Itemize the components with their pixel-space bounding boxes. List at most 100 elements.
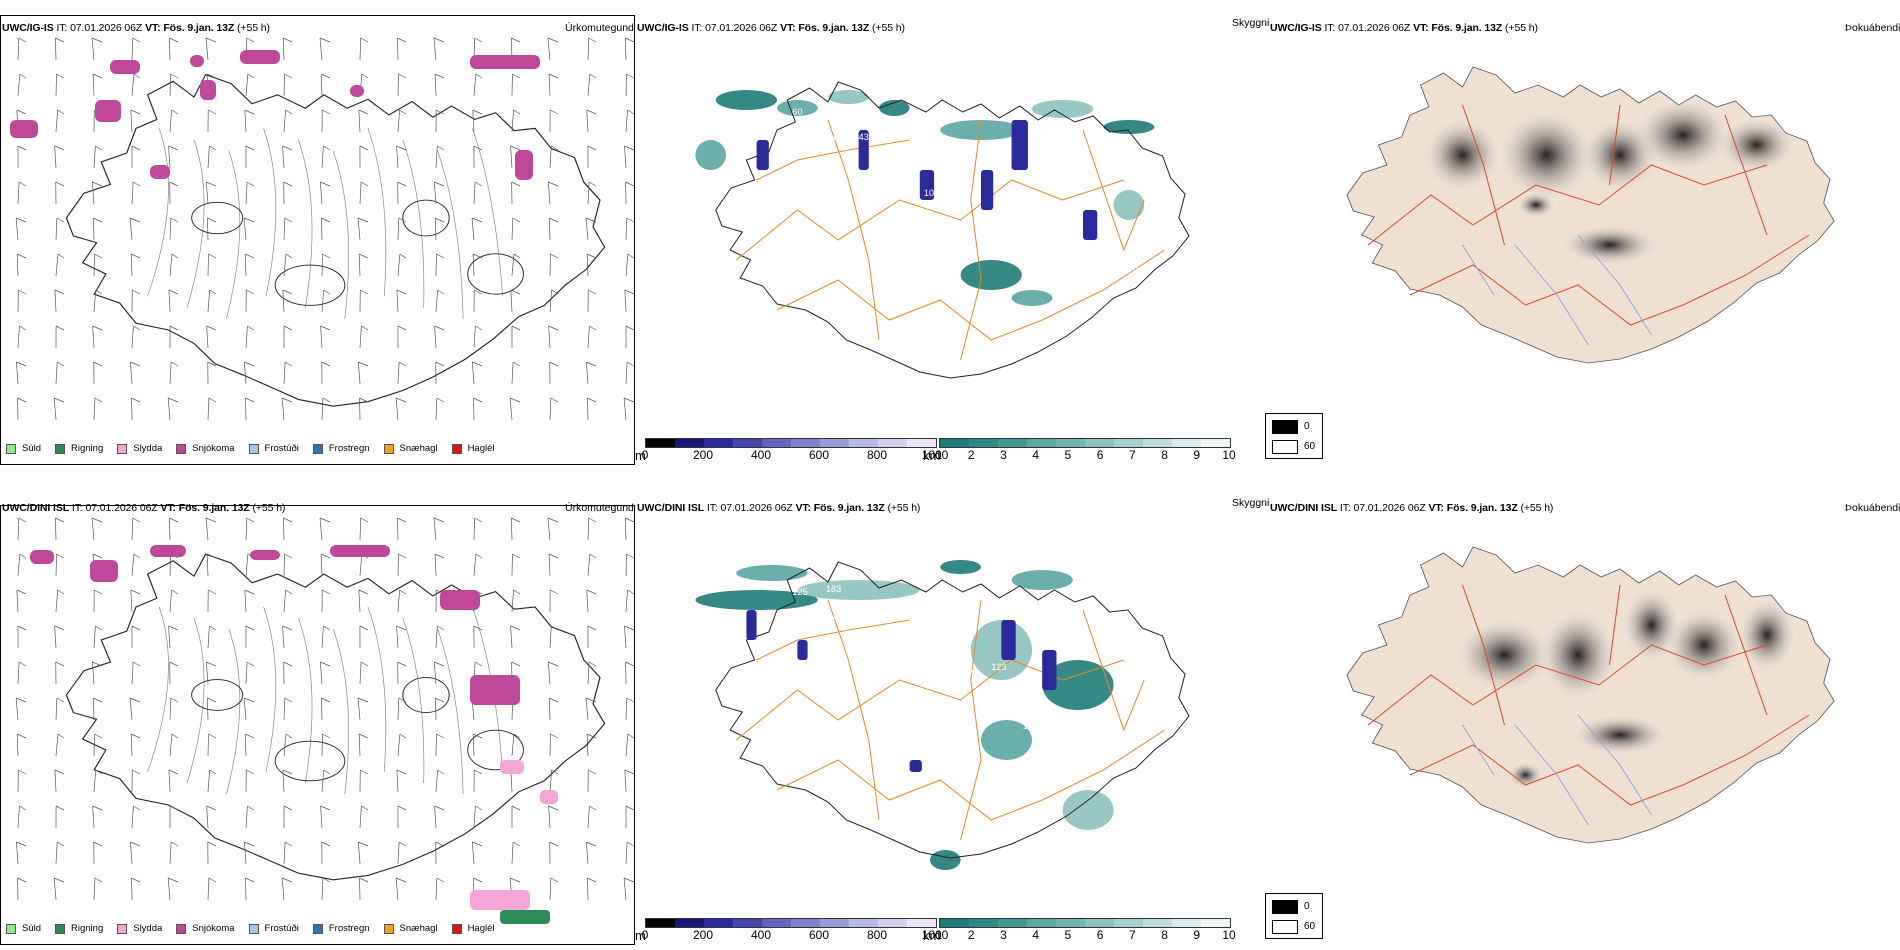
wind-barb — [359, 733, 369, 739]
legend-label: Snæhagl — [399, 923, 438, 934]
legend-swatch — [176, 923, 187, 934]
wind-barb — [399, 733, 407, 739]
wind-barb — [93, 841, 103, 847]
road — [960, 119, 982, 361]
wind-barb — [205, 37, 209, 61]
fog-area — [1662, 605, 1746, 685]
wind-barb — [92, 553, 103, 559]
glacier-outline — [191, 679, 244, 711]
wind-barb — [586, 253, 589, 277]
wind-barb — [92, 805, 95, 829]
colorbar-bin — [1056, 439, 1085, 447]
wind-barb — [549, 217, 551, 241]
precip-type-corner-label: Úrkomutegund — [565, 22, 634, 34]
wind-barb — [245, 181, 248, 205]
wind-barb — [513, 109, 521, 115]
colorbar-bin — [1027, 919, 1056, 927]
wind-barb — [433, 37, 437, 61]
legend-item: Frostúði — [248, 443, 299, 454]
colorbar-strip — [645, 438, 937, 448]
wind-barb — [131, 325, 134, 349]
glacier-outline — [274, 740, 346, 782]
road — [1367, 644, 1768, 726]
wind-barb — [586, 109, 589, 133]
river — [1577, 714, 1652, 816]
wind-barb — [281, 397, 285, 421]
wind-barb — [397, 37, 407, 43]
wind-barb — [625, 325, 635, 331]
colorbar-tick: 6 — [1096, 928, 1104, 942]
snow-area — [110, 60, 140, 74]
snow-area — [250, 550, 280, 560]
wind-barb — [321, 397, 324, 421]
wind-barb — [323, 289, 331, 295]
wind-barb — [434, 553, 437, 577]
wind-barb — [17, 73, 21, 97]
panel-title: UWC/IG-IS IT: 07.01.2026 06Z VT: Fös. 9.… — [2, 22, 270, 34]
visibility-corner-label: Skyggni — [1232, 497, 1270, 509]
wind-barb — [436, 733, 445, 739]
wind-barb — [206, 661, 217, 667]
wind-barb — [473, 73, 477, 97]
wind-barb — [397, 361, 400, 385]
wind-barb — [320, 325, 331, 331]
wind-barb — [131, 253, 141, 259]
wind-barb — [93, 217, 103, 223]
wind-barb — [434, 661, 445, 667]
road — [367, 128, 387, 297]
wind-barb — [93, 289, 97, 313]
wind-barb — [586, 109, 597, 115]
precip-map — [10, 37, 635, 421]
wind-barb — [91, 37, 103, 43]
wind-barb — [472, 109, 475, 133]
wind-barb — [586, 253, 597, 259]
wind-barb — [626, 697, 635, 703]
wind-barb — [399, 109, 407, 115]
legend-swatch — [55, 923, 66, 934]
wind-barb — [547, 181, 551, 205]
colorbar-bin — [1172, 919, 1201, 927]
colorbar-bin — [733, 439, 762, 447]
wind-barb — [435, 841, 445, 847]
wind-barb — [282, 289, 293, 295]
coastline — [65, 73, 606, 407]
visibility-area — [940, 120, 1022, 140]
wind-barb — [57, 253, 65, 259]
colorbar-tick: 4 — [1032, 448, 1039, 462]
wind-barb — [131, 73, 135, 97]
wind-barb — [284, 697, 293, 703]
wind-barb — [18, 181, 27, 187]
legend-label: Snjókoma — [192, 923, 235, 934]
wind-barb — [93, 697, 103, 703]
wind-barb — [473, 553, 477, 577]
legend-item: Snæhagl — [383, 443, 438, 454]
wind-barb — [244, 109, 255, 115]
wind-barb — [396, 769, 407, 775]
snow-area — [190, 55, 204, 67]
wind-barb — [133, 325, 141, 331]
wind-barb — [15, 697, 27, 703]
wind-barb — [321, 625, 324, 649]
fog-key-label: 60 — [1304, 441, 1316, 452]
fog-index-key: 0 60 — [1265, 893, 1323, 939]
wind-barb — [245, 325, 248, 349]
wind-barb — [586, 841, 597, 847]
panel-title: UWC/DINI ISL IT: 07.01.2026 06Z VT: Fös.… — [637, 502, 921, 514]
wind-barb — [247, 73, 255, 79]
wind-barb — [132, 181, 141, 187]
wind-barb — [359, 661, 362, 685]
wind-barb — [434, 325, 445, 331]
ceiling-value-label: 548 — [990, 693, 1005, 703]
wind-barb — [19, 553, 27, 559]
wind-barb — [625, 661, 635, 667]
glacier-outline — [402, 676, 450, 714]
wind-barb — [91, 517, 95, 541]
wind-barb — [475, 805, 483, 811]
wind-barb — [588, 37, 597, 43]
colorbar-tick: 200 — [692, 928, 714, 942]
ceiling-value-label: 157 — [925, 157, 940, 167]
wind-barb — [625, 805, 635, 811]
wind-barb — [322, 397, 331, 403]
wind-barb — [398, 361, 407, 367]
ceiling-area — [756, 140, 769, 170]
